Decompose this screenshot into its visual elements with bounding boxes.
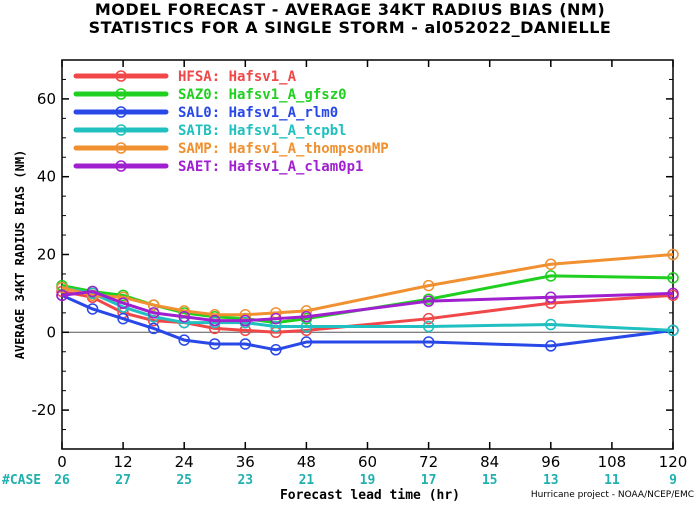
series-6-point [270, 312, 282, 325]
case-label: #CASE [2, 473, 41, 488]
legend-marker-6 [115, 160, 127, 172]
series-line-5 [61, 253, 674, 317]
series-6-point [117, 297, 129, 309]
x-tick-label: 120 [659, 453, 688, 471]
series-4-point [270, 320, 282, 333]
series-6-point [545, 291, 557, 304]
x-tick-label: 48 [297, 453, 316, 471]
chart-title-line2: STATISTICS FOR A SINGLE STORM - al052022… [88, 18, 612, 37]
series-4-point [545, 318, 557, 331]
x-tick-label: 36 [236, 453, 255, 471]
plot-frame [61, 59, 674, 450]
case-count: 23 [237, 473, 253, 488]
y-tick-label: 60 [37, 90, 56, 108]
x-tick-label: 24 [175, 453, 194, 471]
series-3-point [117, 312, 129, 325]
series-3-point [422, 336, 435, 348]
series-3-point [147, 322, 160, 335]
series-2-point [667, 272, 679, 284]
series-5-point [422, 279, 435, 292]
series-6-point [209, 314, 221, 327]
y-tick-label: 0 [46, 323, 56, 341]
case-count: 13 [543, 473, 559, 488]
x-tick-label: 96 [541, 453, 560, 471]
series-6-point [56, 289, 68, 302]
x-tick-label: 108 [598, 453, 627, 471]
x-axis-label: Forecast lead time (hr) [280, 488, 460, 503]
series-4-point [667, 324, 679, 337]
legend-marker-1 [115, 70, 127, 82]
legend-marker-3 [115, 106, 127, 118]
case-count: 11 [604, 473, 620, 488]
series-6-point [239, 314, 252, 327]
legend-marker-2 [115, 88, 127, 100]
case-count: 26 [54, 473, 70, 488]
series-3-point [86, 303, 99, 315]
series-5-point [545, 258, 557, 270]
legend-label-4: SATB: Hafsv1_A_tcpbl [178, 123, 347, 139]
series-3-point [545, 340, 557, 352]
case-count: 21 [299, 473, 315, 488]
series-6-point [300, 310, 313, 323]
y-tick-label: -20 [32, 401, 57, 419]
legend-label-6: SAET: Hafsv1_A_clam0p1 [178, 159, 363, 175]
chart-title-line1: MODEL FORECAST - AVERAGE 34KT RADIUS BIA… [94, 0, 606, 19]
series-6-point [86, 285, 99, 298]
x-tick-label: 84 [480, 453, 499, 471]
series-3-point [270, 344, 282, 356]
series-6-point [422, 295, 435, 307]
series-6-point [178, 310, 190, 323]
credit-text: Hurricane project - NOAA/NCEP/EMC [530, 490, 694, 500]
y-tick-label: 20 [37, 246, 56, 264]
series-3-point [300, 336, 313, 348]
x-tick-label: 60 [358, 453, 377, 471]
x-tick-label: 0 [57, 453, 67, 471]
case-count: 25 [176, 473, 192, 488]
x-tick-label: 72 [419, 453, 438, 471]
series-5-point [56, 281, 68, 294]
case-count: 9 [669, 473, 677, 488]
legend-marker-5 [115, 142, 127, 154]
series-5-point [147, 299, 160, 311]
legend-label-1: HFSA: Hafsv1_A [178, 69, 297, 85]
series-6-point [667, 287, 679, 300]
legend-label-5: SAMP: Hafsv1_A_thompsonMP [178, 141, 389, 157]
series-1-point [422, 312, 435, 325]
case-count: 27 [115, 473, 131, 488]
series-3-point [239, 338, 252, 350]
x-tick-label: 12 [114, 453, 133, 471]
series-3-point [209, 338, 221, 350]
legend-label-3: SAL0: Hafsv1_A_rlm0 [178, 105, 338, 121]
y-axis-label: AVERAGE 34KT RADIUS BIAS (NM) [13, 150, 27, 360]
series-3-point [178, 334, 190, 346]
series-2-point [545, 270, 557, 282]
series-6-point [147, 307, 160, 319]
case-count: 19 [360, 473, 376, 488]
case-count: 17 [421, 473, 437, 488]
legend-marker-4 [115, 124, 127, 136]
legend-label-2: SAZ0: Hafsv1_A_gfsz0 [178, 87, 347, 103]
series-4-point [422, 320, 435, 333]
case-count: 15 [482, 473, 498, 488]
series-5-point [667, 248, 679, 261]
y-tick-label: 40 [37, 168, 56, 186]
